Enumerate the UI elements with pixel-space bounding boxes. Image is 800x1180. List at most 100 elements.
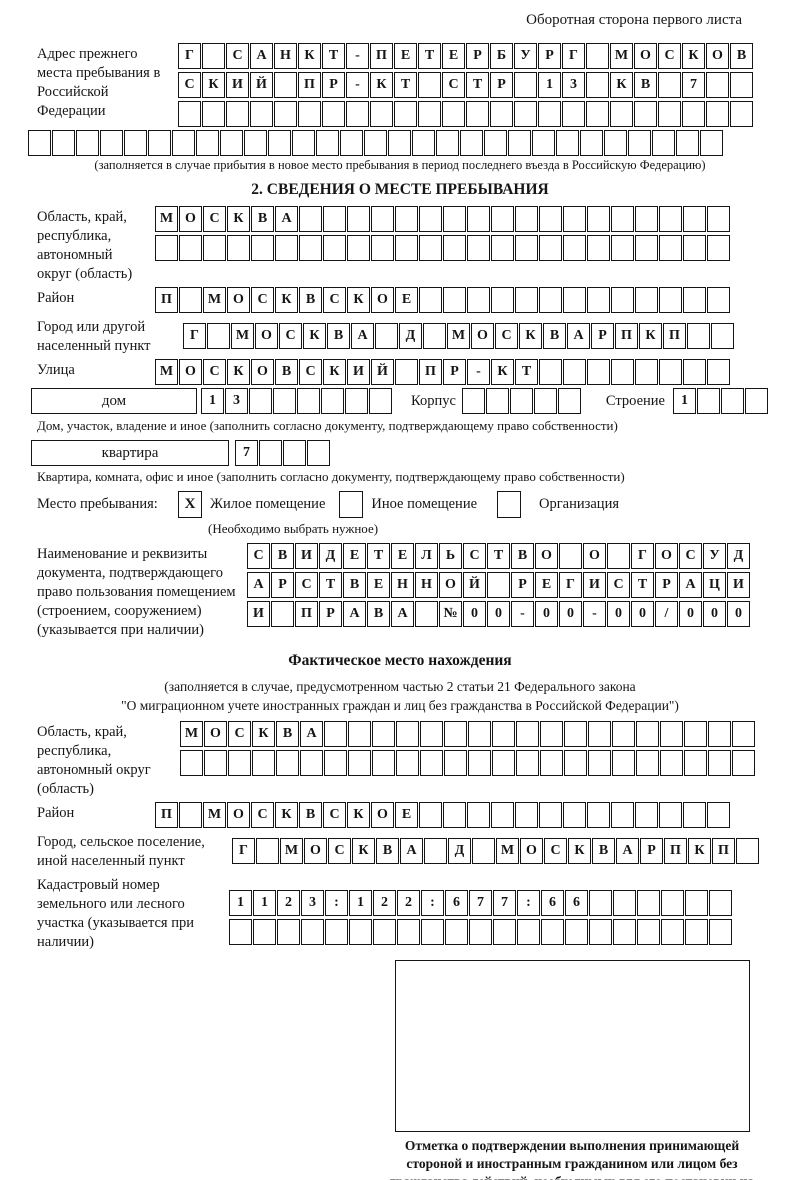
char-cell[interactable] bbox=[517, 919, 540, 945]
char-cell[interactable] bbox=[444, 750, 467, 776]
char-cell[interactable] bbox=[658, 72, 681, 98]
char-cell[interactable] bbox=[563, 287, 586, 313]
char-cell[interactable]: М bbox=[155, 359, 178, 385]
char-cell[interactable]: О bbox=[227, 287, 250, 313]
char-cell[interactable]: М bbox=[203, 802, 226, 828]
char-cell[interactable] bbox=[472, 838, 495, 864]
char-cell[interactable] bbox=[540, 721, 563, 747]
char-cell[interactable] bbox=[491, 287, 514, 313]
char-cell[interactable] bbox=[492, 750, 515, 776]
char-cell[interactable]: Д bbox=[399, 323, 422, 349]
char-cell[interactable]: Р bbox=[490, 72, 513, 98]
char-cell[interactable]: - bbox=[511, 601, 534, 627]
char-cell[interactable] bbox=[610, 101, 633, 127]
char-cell[interactable]: У bbox=[703, 543, 726, 569]
char-cell[interactable] bbox=[660, 721, 683, 747]
checkbox-other-premises[interactable] bbox=[339, 491, 364, 518]
char-cell[interactable]: Д bbox=[319, 543, 342, 569]
char-cell[interactable] bbox=[587, 206, 610, 232]
char-cell[interactable] bbox=[515, 287, 538, 313]
char-cell[interactable]: Ц bbox=[703, 572, 726, 598]
char-cell[interactable]: О bbox=[371, 802, 394, 828]
char-cell[interactable] bbox=[468, 721, 491, 747]
char-cell[interactable] bbox=[394, 101, 417, 127]
char-cell[interactable]: Н bbox=[391, 572, 414, 598]
char-cell[interactable] bbox=[635, 235, 658, 261]
char-cell[interactable]: 6 bbox=[565, 890, 588, 916]
char-cell[interactable] bbox=[369, 388, 392, 414]
char-cell[interactable]: В bbox=[592, 838, 615, 864]
char-cell[interactable] bbox=[420, 750, 443, 776]
char-cell[interactable] bbox=[613, 890, 636, 916]
char-cell[interactable] bbox=[301, 919, 324, 945]
char-cell[interactable]: К bbox=[639, 323, 662, 349]
char-cell[interactable]: В bbox=[327, 323, 350, 349]
char-cell[interactable] bbox=[611, 287, 634, 313]
char-cell[interactable] bbox=[226, 101, 249, 127]
char-cell[interactable] bbox=[730, 72, 753, 98]
char-cell[interactable]: О bbox=[227, 802, 250, 828]
char-cell[interactable] bbox=[172, 130, 195, 156]
char-cell[interactable] bbox=[637, 890, 660, 916]
char-cell[interactable]: Р bbox=[443, 359, 466, 385]
char-cell[interactable]: Р bbox=[322, 72, 345, 98]
char-cell[interactable]: С bbox=[299, 359, 322, 385]
char-cell[interactable] bbox=[445, 919, 468, 945]
char-cell[interactable] bbox=[683, 802, 706, 828]
char-cell[interactable]: 6 bbox=[541, 890, 564, 916]
char-cell[interactable]: А bbox=[275, 206, 298, 232]
char-cell[interactable] bbox=[683, 359, 706, 385]
char-cell[interactable]: К bbox=[252, 721, 275, 747]
char-cell[interactable]: Ь bbox=[439, 543, 462, 569]
char-cell[interactable] bbox=[443, 235, 466, 261]
char-cell[interactable]: П bbox=[419, 359, 442, 385]
char-cell[interactable] bbox=[348, 750, 371, 776]
char-cell[interactable] bbox=[491, 802, 514, 828]
char-cell[interactable]: В bbox=[730, 43, 753, 69]
char-cell[interactable] bbox=[418, 101, 441, 127]
char-cell[interactable]: В bbox=[634, 72, 657, 98]
char-cell[interactable]: 1 bbox=[672, 388, 696, 414]
char-cell[interactable]: Д bbox=[727, 543, 750, 569]
char-cell[interactable] bbox=[659, 359, 682, 385]
char-cell[interactable]: Е bbox=[395, 287, 418, 313]
char-cell[interactable] bbox=[299, 235, 322, 261]
char-cell[interactable] bbox=[516, 750, 539, 776]
char-cell[interactable] bbox=[635, 802, 658, 828]
char-cell[interactable] bbox=[659, 235, 682, 261]
char-cell[interactable]: И bbox=[583, 572, 606, 598]
char-cell[interactable]: М bbox=[610, 43, 633, 69]
char-cell[interactable] bbox=[515, 802, 538, 828]
char-cell[interactable]: К bbox=[227, 206, 250, 232]
char-cell[interactable]: Г bbox=[178, 43, 201, 69]
char-cell[interactable]: Е bbox=[395, 802, 418, 828]
char-cell[interactable] bbox=[375, 323, 398, 349]
char-cell[interactable]: А bbox=[679, 572, 702, 598]
char-cell[interactable]: - bbox=[583, 601, 606, 627]
char-cell[interactable]: К bbox=[275, 802, 298, 828]
char-cell[interactable]: О bbox=[179, 206, 202, 232]
char-cell[interactable]: Т bbox=[631, 572, 654, 598]
char-cell[interactable]: 7 bbox=[235, 440, 258, 466]
char-cell[interactable] bbox=[227, 235, 250, 261]
char-cell[interactable] bbox=[687, 323, 710, 349]
char-cell[interactable] bbox=[611, 802, 634, 828]
char-cell[interactable]: А bbox=[567, 323, 590, 349]
char-cell[interactable]: А bbox=[351, 323, 374, 349]
checkbox-residential-premises[interactable]: X bbox=[178, 491, 202, 518]
char-cell[interactable] bbox=[253, 919, 276, 945]
char-cell[interactable] bbox=[371, 235, 394, 261]
char-cell[interactable]: Е bbox=[343, 543, 366, 569]
char-cell[interactable]: С bbox=[607, 572, 630, 598]
char-cell[interactable] bbox=[420, 721, 443, 747]
char-cell[interactable] bbox=[709, 890, 732, 916]
char-cell[interactable] bbox=[559, 543, 582, 569]
char-cell[interactable]: И bbox=[226, 72, 249, 98]
char-cell[interactable] bbox=[323, 206, 346, 232]
char-cell[interactable] bbox=[283, 440, 306, 466]
char-cell[interactable]: Т bbox=[418, 43, 441, 69]
char-cell[interactable] bbox=[706, 72, 729, 98]
char-cell[interactable] bbox=[533, 388, 557, 414]
char-cell[interactable] bbox=[256, 838, 279, 864]
char-cell[interactable] bbox=[298, 101, 321, 127]
